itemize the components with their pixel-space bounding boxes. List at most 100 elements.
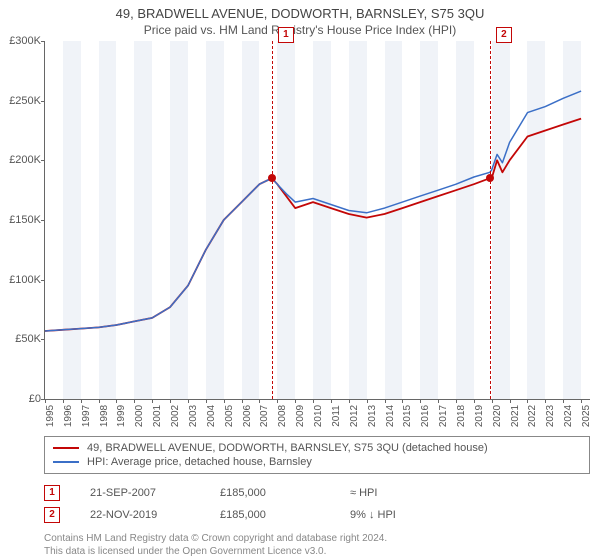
x-tick-label: 2002 — [170, 405, 181, 427]
x-tick-label: 2006 — [242, 405, 253, 427]
x-tick-label: 2017 — [438, 405, 449, 427]
x-tick-mark — [295, 399, 296, 403]
marker-table-row: 2 22-NOV-2019 £185,000 9% ↓ HPI — [44, 504, 590, 526]
x-tick-label: 2020 — [492, 405, 503, 427]
x-tick-mark — [206, 399, 207, 403]
legend: 49, BRADWELL AVENUE, DODWORTH, BARNSLEY,… — [44, 436, 590, 474]
marker-table-date: 22-NOV-2019 — [90, 509, 190, 521]
x-tick-label: 2018 — [456, 405, 467, 427]
y-tick-mark — [41, 101, 45, 102]
y-tick-mark — [41, 160, 45, 161]
x-tick-mark — [545, 399, 546, 403]
x-tick-mark — [527, 399, 528, 403]
y-tick-label: £100K — [1, 274, 41, 286]
y-tick-label: £300K — [1, 35, 41, 47]
x-tick-label: 1995 — [45, 405, 56, 427]
y-tick-label: £250K — [1, 95, 41, 107]
marker-line — [490, 41, 491, 399]
x-tick-label: 2008 — [277, 405, 288, 427]
x-tick-label: 2012 — [349, 405, 360, 427]
x-tick-mark — [134, 399, 135, 403]
marker-table-delta: 9% ↓ HPI — [350, 509, 450, 521]
x-tick-mark — [402, 399, 403, 403]
x-tick-mark — [81, 399, 82, 403]
x-tick-label: 2021 — [510, 405, 521, 427]
footnote-line-1: Contains HM Land Registry data © Crown c… — [44, 532, 590, 545]
x-tick-label: 2023 — [545, 405, 556, 427]
legend-swatch — [53, 447, 79, 449]
x-tick-label: 2019 — [474, 405, 485, 427]
x-tick-mark — [474, 399, 475, 403]
x-tick-label: 1999 — [116, 405, 127, 427]
x-tick-label: 1997 — [81, 405, 92, 427]
x-tick-label: 2004 — [206, 405, 217, 427]
footnote-line-2: This data is licensed under the Open Gov… — [44, 545, 590, 558]
x-tick-label: 2015 — [402, 405, 413, 427]
marker-table-delta: ≈ HPI — [350, 487, 450, 499]
x-tick-mark — [224, 399, 225, 403]
x-tick-label: 2010 — [313, 405, 324, 427]
x-tick-label: 2009 — [295, 405, 306, 427]
x-tick-label: 2007 — [259, 405, 270, 427]
x-tick-label: 2013 — [367, 405, 378, 427]
x-tick-mark — [242, 399, 243, 403]
marker-table-id: 1 — [44, 485, 60, 501]
marker-dot — [486, 174, 494, 182]
legend-item: HPI: Average price, detached house, Barn… — [53, 455, 581, 469]
x-tick-mark — [116, 399, 117, 403]
legend-label: HPI: Average price, detached house, Barn… — [87, 456, 312, 468]
x-tick-label: 2024 — [563, 405, 574, 427]
x-tick-mark — [492, 399, 493, 403]
y-tick-mark — [41, 41, 45, 42]
y-tick-label: £150K — [1, 214, 41, 226]
x-tick-mark — [420, 399, 421, 403]
x-tick-mark — [63, 399, 64, 403]
x-tick-label: 2014 — [385, 405, 396, 427]
y-tick-mark — [41, 280, 45, 281]
x-tick-label: 2025 — [581, 405, 592, 427]
x-tick-label: 2000 — [134, 405, 145, 427]
x-tick-label: 2016 — [420, 405, 431, 427]
x-tick-mark — [563, 399, 564, 403]
x-tick-label: 1998 — [99, 405, 110, 427]
series-line — [45, 91, 581, 331]
marker-table-id: 2 — [44, 507, 60, 523]
y-tick-mark — [41, 220, 45, 221]
marker-table-row: 1 21-SEP-2007 £185,000 ≈ HPI — [44, 482, 590, 504]
series-line — [45, 119, 581, 331]
y-tick-mark — [41, 339, 45, 340]
x-tick-mark — [349, 399, 350, 403]
y-tick-label: £200K — [1, 154, 41, 166]
chart-title: 49, BRADWELL AVENUE, DODWORTH, BARNSLEY,… — [0, 0, 600, 21]
x-tick-mark — [188, 399, 189, 403]
marker-line — [272, 41, 273, 399]
x-tick-mark — [277, 399, 278, 403]
chart-plot-area: £0£50K£100K£150K£200K£250K£300K199519961… — [44, 41, 590, 400]
marker-label-box: 1 — [278, 27, 294, 43]
x-tick-label: 2005 — [224, 405, 235, 427]
x-tick-mark — [152, 399, 153, 403]
legend-swatch — [53, 461, 79, 463]
x-tick-mark — [438, 399, 439, 403]
x-tick-label: 2011 — [331, 405, 342, 427]
marker-table-price: £185,000 — [220, 487, 320, 499]
y-tick-label: £50K — [1, 333, 41, 345]
legend-item: 49, BRADWELL AVENUE, DODWORTH, BARNSLEY,… — [53, 441, 581, 455]
x-tick-mark — [45, 399, 46, 403]
x-tick-label: 2003 — [188, 405, 199, 427]
x-tick-mark — [313, 399, 314, 403]
marker-table-price: £185,000 — [220, 509, 320, 521]
x-tick-mark — [367, 399, 368, 403]
x-tick-mark — [331, 399, 332, 403]
x-tick-label: 1996 — [63, 405, 74, 427]
x-tick-mark — [581, 399, 582, 403]
x-tick-mark — [510, 399, 511, 403]
x-tick-label: 2022 — [527, 405, 538, 427]
x-tick-mark — [385, 399, 386, 403]
chart-lines — [45, 41, 590, 399]
x-tick-mark — [259, 399, 260, 403]
x-tick-mark — [99, 399, 100, 403]
marker-table: 1 21-SEP-2007 £185,000 ≈ HPI 2 22-NOV-2019 £18… — [44, 482, 590, 526]
x-tick-mark — [456, 399, 457, 403]
marker-table-date: 21-SEP-2007 — [90, 487, 190, 499]
